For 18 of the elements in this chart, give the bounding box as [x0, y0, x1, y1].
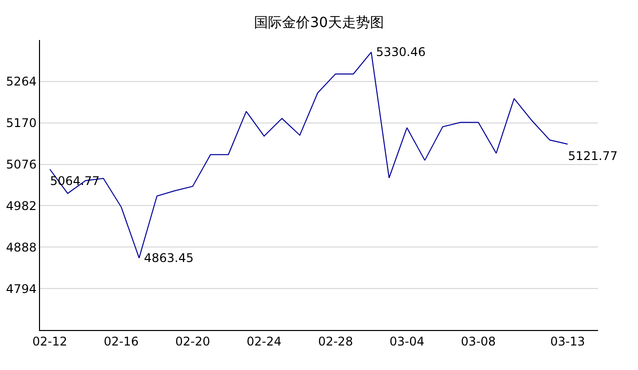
- chart-title: 国际金价30天走势图: [254, 15, 384, 32]
- y-tick-label: 4794: [6, 282, 37, 296]
- x-tick-label: 02-20: [175, 334, 210, 348]
- data-label: 4863.45: [144, 251, 194, 265]
- y-tick-label: 5264: [6, 74, 37, 89]
- data-label: 5121.77: [568, 149, 618, 163]
- x-tick-label: 03-13: [550, 334, 586, 348]
- x-tick-label: 03-04: [390, 334, 424, 348]
- x-tick-label: 02-12: [32, 334, 68, 348]
- y-tick-label: 5170: [6, 116, 37, 130]
- x-tick-label: 02-28: [318, 334, 353, 348]
- x-tick-label: 02-24: [246, 334, 282, 348]
- y-tick-label: 5076: [6, 157, 37, 172]
- data-label: 5330.46: [376, 45, 426, 59]
- y-tick-label: 4982: [6, 198, 37, 213]
- x-tick-label: 02-16: [104, 334, 139, 348]
- y-tick-label: 4888: [6, 240, 37, 254]
- x-tick-label: 03-08: [460, 334, 496, 348]
